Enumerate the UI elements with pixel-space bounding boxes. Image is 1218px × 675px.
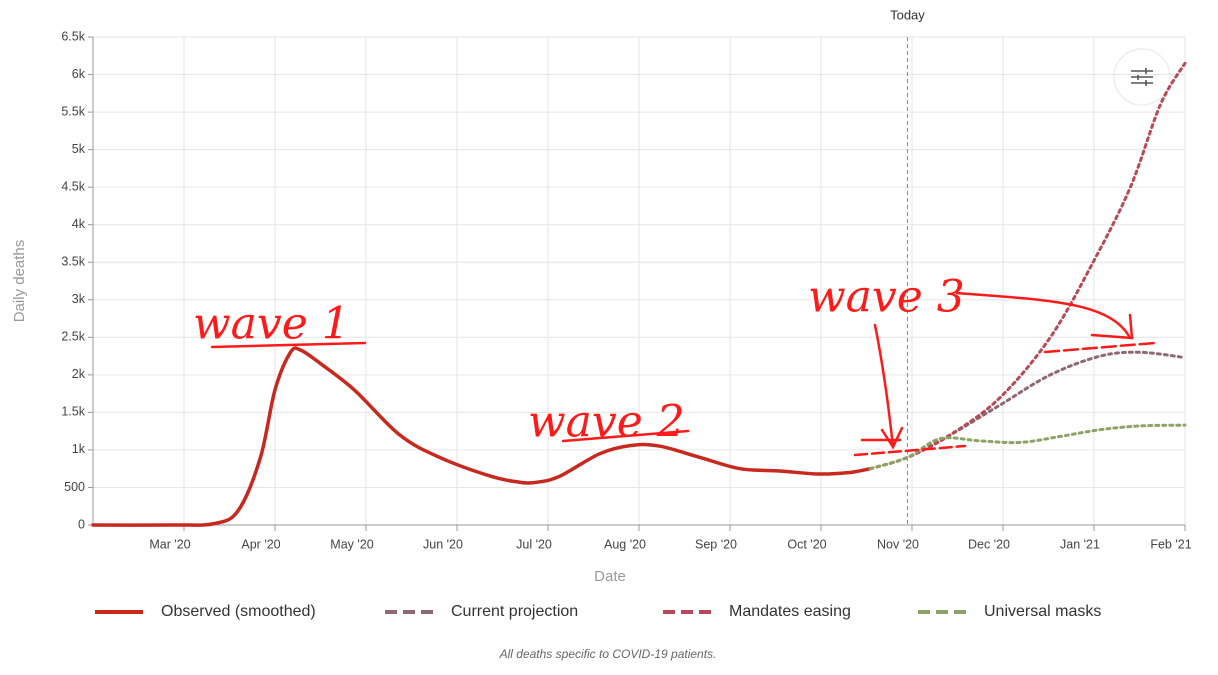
x-tick-label: Apr '20 — [241, 537, 280, 551]
y-tick-label: 4k — [72, 217, 86, 231]
y-axis-title: Daily deaths — [11, 240, 28, 323]
legend-label: Observed (smoothed) — [161, 603, 316, 620]
handwritten-label: wave 1 — [193, 299, 350, 350]
y-tick-label: 2.5k — [61, 330, 85, 344]
legend-label: Mandates easing — [729, 603, 851, 620]
x-tick-label: Nov '20 — [877, 537, 919, 551]
handwritten-marks — [210, 291, 1157, 457]
y-tick-label: 3.5k — [61, 255, 85, 269]
y-tick-label: 500 — [64, 480, 85, 494]
y-tick-label: 3k — [72, 292, 86, 306]
series-line — [868, 423, 1187, 471]
handwritten-label: wave 3 — [808, 272, 965, 323]
y-tick-label: 5k — [72, 142, 86, 156]
series-line — [868, 61, 1187, 471]
x-tick-label: Feb '21 — [1150, 537, 1191, 551]
plot-area: 0 500 1k 1.5k 2k 2.5k 3k 3.5k 4k 4.5k 5k 5.5k 6k 6.5k… — [61, 7, 1191, 551]
y-tick-label: 6.5k — [61, 29, 85, 43]
series-line — [91, 346, 872, 527]
y-tick-label: 0 — [78, 517, 85, 531]
y-tick-label: 1k — [72, 442, 86, 456]
x-tick-label: Jun '20 — [423, 537, 463, 551]
x-tick-label: Mar '20 — [149, 537, 190, 551]
y-tick-label: 6k — [72, 67, 86, 81]
x-tick-label: Jul '20 — [516, 537, 552, 551]
settings-button[interactable] — [1113, 48, 1171, 106]
y-tick-label: 1.5k — [61, 405, 85, 419]
y-tick-label: 4.5k — [61, 179, 85, 193]
y-tick-label: 5.5k — [61, 104, 85, 118]
legend-label: Universal masks — [984, 603, 1101, 620]
x-axis-title: Date — [594, 568, 626, 585]
x-tick-label: Dec '20 — [968, 537, 1010, 551]
footnote: All deaths specific to COVID-19 patients… — [499, 647, 717, 661]
x-tick-label: May '20 — [330, 537, 373, 551]
x-tick-label: Jan '21 — [1060, 537, 1100, 551]
x-tick-label: Sep '20 — [695, 537, 737, 551]
handwritten-label: wave 2 — [528, 397, 685, 448]
today-label: Today — [890, 7, 925, 22]
x-tick-label: Oct '20 — [787, 537, 826, 551]
y-tick-label: 2k — [72, 367, 86, 381]
legend-label: Current projection — [451, 603, 578, 620]
x-tick-label: Aug '20 — [604, 537, 646, 551]
